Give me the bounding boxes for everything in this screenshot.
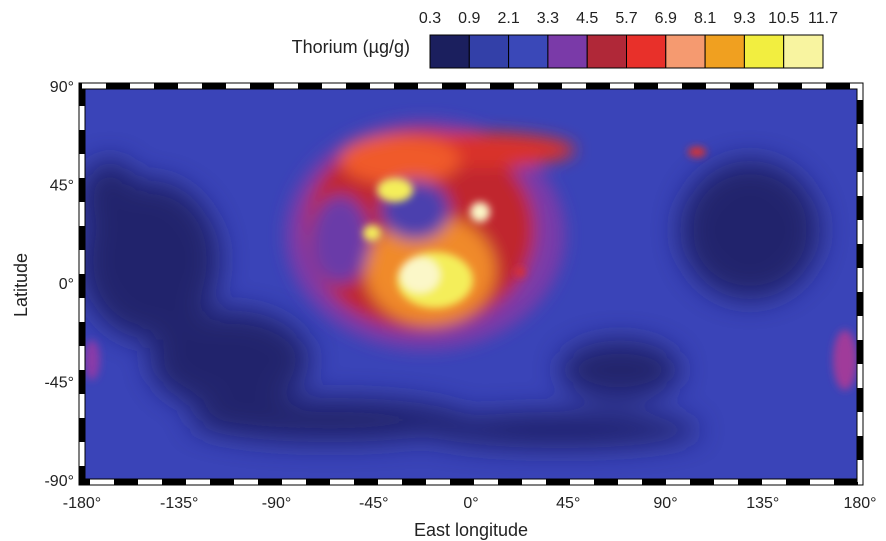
x-tick-label: 135° — [746, 495, 779, 512]
colorbar-label: Thorium (µg/g) — [292, 37, 410, 57]
colorbar-tick-label: 11.7 — [808, 10, 838, 27]
colorbar-tick-label: 4.5 — [576, 10, 598, 27]
colorbar-tick-label: 10.5 — [768, 10, 799, 27]
y-tick-label: -45° — [44, 375, 74, 392]
thorium-map — [82, 86, 860, 482]
colorbar-cell — [586, 34, 628, 69]
x-tick-label: -135° — [160, 495, 198, 512]
x-tick-label: -45° — [359, 495, 389, 512]
map-frame-dashes — [79, 83, 863, 485]
colorbar-tick-label: 0.9 — [458, 10, 480, 27]
x-axis-label: East longitude — [414, 520, 528, 540]
x-tick-label: -180° — [63, 495, 101, 512]
colorbar-tick-label: 6.9 — [655, 10, 677, 27]
y-tick-label: 90° — [50, 79, 74, 96]
colorbar-cell — [547, 34, 588, 69]
colorbar-cell — [429, 34, 470, 69]
colorbar-tick-label: 8.1 — [694, 10, 716, 27]
x-tick-label: -90° — [262, 495, 292, 512]
colorbar-cell — [626, 34, 667, 69]
x-tick-label: 45° — [556, 495, 580, 512]
colorbar-cell — [743, 34, 785, 69]
colorbar-cell — [704, 34, 745, 69]
x-tick-label: 0° — [463, 495, 478, 512]
colorbar: 0.3 0.9 2.1 3.3 4.5 5.7 6.9 8.1 9.3 10.5 11.7 — [419, 10, 838, 69]
y-axis-label: Latitude — [11, 253, 31, 317]
colorbar-cell — [508, 34, 549, 69]
y-tick-label: 45° — [50, 178, 74, 195]
colorbar-cell — [783, 34, 824, 69]
y-tick-label: -90° — [44, 473, 74, 490]
colorbar-tick-label: 3.3 — [537, 10, 559, 27]
x-tick-label: 180° — [843, 495, 876, 512]
x-tick-label: 90° — [653, 495, 677, 512]
y-tick-label: 0° — [59, 276, 74, 293]
colorbar-cell — [468, 34, 510, 69]
colorbar-tick-label: 0.3 — [419, 10, 441, 27]
colorbar-cell — [665, 34, 706, 69]
colorbar-tick-label: 2.1 — [497, 10, 519, 27]
axes: -180° -135° -90° -45° 0° 45° 90° 135° 180° 90° 45°… — [44, 79, 876, 512]
colorbar-tick-label: 9.3 — [733, 10, 755, 27]
colorbar-tick-label: 5.7 — [615, 10, 637, 27]
